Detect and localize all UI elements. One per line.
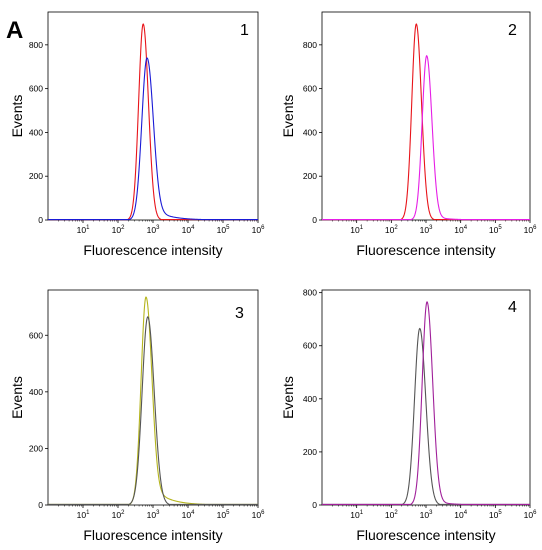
x-axis-title: Fluorescence intensity xyxy=(83,242,222,258)
histogram-series-1 xyxy=(322,23,530,221)
histogram-series-2 xyxy=(48,57,258,221)
x-tick-label: 101 xyxy=(350,225,363,235)
x-tick-label: 106 xyxy=(252,225,265,235)
y-tick-label: 600 xyxy=(29,330,43,340)
x-tick-label: 104 xyxy=(182,225,195,235)
y-tick-label: 200 xyxy=(303,447,317,457)
y-tick-label: 400 xyxy=(303,127,317,137)
figure-label: A xyxy=(6,17,23,44)
y-tick-label: 800 xyxy=(303,40,317,50)
x-tick-label: 102 xyxy=(112,510,125,520)
x-tick-label: 105 xyxy=(217,225,230,235)
x-tick-label: 106 xyxy=(524,510,537,520)
y-axis-title: Events xyxy=(280,376,296,419)
y-tick-label: 600 xyxy=(303,84,317,94)
x-tick-label: 103 xyxy=(420,510,433,520)
histogram-series-1 xyxy=(322,327,530,506)
x-tick-label: 104 xyxy=(454,225,467,235)
y-tick-label: 800 xyxy=(29,40,43,50)
y-axis-title: Events xyxy=(280,95,296,138)
x-tick-label: 103 xyxy=(420,225,433,235)
chart-panel-2: 0 200 400 600 800 101 102 103 104 105 106 Fluoresce… xyxy=(280,11,537,258)
x-tick-label: 103 xyxy=(147,510,160,520)
x-tick-label: 105 xyxy=(217,510,230,520)
y-tick-label: 0 xyxy=(38,500,43,510)
x-axis-title: Fluorescence intensity xyxy=(356,242,495,258)
y-tick-label: 400 xyxy=(303,394,317,404)
histogram-series-2 xyxy=(322,301,530,506)
x-tick-label: 106 xyxy=(252,510,265,520)
y-tick-label: 200 xyxy=(29,443,43,453)
x-axis-title: Fluorescence intensity xyxy=(83,527,222,543)
y-tick-label: 200 xyxy=(303,171,317,181)
y-tick-label: 600 xyxy=(303,341,317,351)
y-tick-label: 0 xyxy=(312,500,317,510)
y-axis-title: Events xyxy=(9,376,25,419)
chart-panel-4: 0 200 400 600 800 101 102 103 104 105 106 Fluoresce… xyxy=(280,288,537,543)
y-tick-label: 200 xyxy=(29,171,43,181)
histogram-series-2 xyxy=(48,316,258,505)
chart-panel-1: 0 200 400 600 800 101 102 103 104 105 106 Fluoresce… xyxy=(9,11,265,258)
x-tick-label: 101 xyxy=(350,510,363,520)
x-tick-label: 104 xyxy=(454,510,467,520)
x-tick-label: 103 xyxy=(147,225,160,235)
y-tick-label: 400 xyxy=(29,127,43,137)
histogram-series-1 xyxy=(48,296,258,505)
y-tick-label: 800 xyxy=(303,288,317,298)
y-tick-label: 400 xyxy=(29,387,43,397)
x-tick-label: 102 xyxy=(385,225,398,235)
x-axis-title: Fluorescence intensity xyxy=(356,527,495,543)
panel-number: 1 xyxy=(240,22,249,39)
x-tick-label: 101 xyxy=(77,510,90,520)
chart-panel-3: 0 200 400 600 101 102 103 104 105 106 Fluorescence… xyxy=(9,289,265,543)
panel-number: 3 xyxy=(235,305,244,322)
y-tick-label: 600 xyxy=(29,84,43,94)
x-tick-label: 101 xyxy=(77,225,90,235)
x-tick-label: 102 xyxy=(112,225,125,235)
y-tick-label: 0 xyxy=(38,215,43,225)
x-tick-label: 105 xyxy=(489,510,502,520)
panel-number: 2 xyxy=(508,22,517,39)
panel-number: 4 xyxy=(508,299,517,316)
x-tick-label: 102 xyxy=(385,510,398,520)
y-tick-label: 0 xyxy=(312,215,317,225)
y-axis-title: Events xyxy=(9,95,25,138)
x-tick-label: 104 xyxy=(182,510,195,520)
histogram-series-2 xyxy=(322,54,530,221)
x-tick-label: 106 xyxy=(524,225,537,235)
x-tick-label: 105 xyxy=(489,225,502,235)
